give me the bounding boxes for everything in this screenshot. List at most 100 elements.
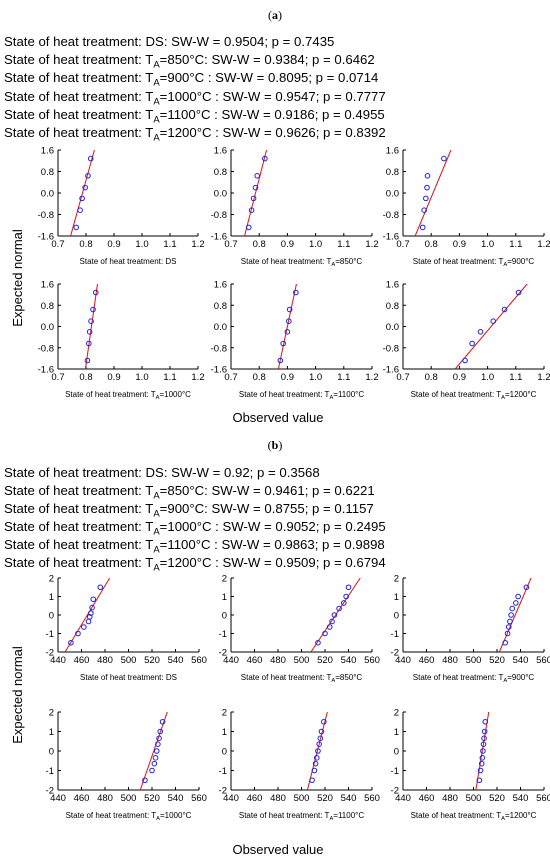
x-tick-label: 560 <box>364 655 380 666</box>
stats-line-1: State of heat treatment: DS: SW-W = 0.95… <box>4 34 334 49</box>
x-tick-label: 460 <box>247 655 263 666</box>
data-point <box>322 630 328 637</box>
data-point <box>293 289 299 296</box>
subplot-title-sub: A <box>503 678 507 684</box>
x-tick-label: 460 <box>419 793 435 804</box>
stats-line-10: State of heat treatment: TA=1000°C : SW-… <box>4 519 386 538</box>
data-point <box>85 173 91 179</box>
y-axis-title-b: Expected normal <box>10 646 25 744</box>
data-point <box>504 630 511 637</box>
x-tick-label: 0.9 <box>281 372 294 383</box>
stats-line-8-sub: A <box>153 491 160 502</box>
stats-line-10-sub: A <box>153 527 160 538</box>
data-point <box>423 195 429 202</box>
y-tick-label: 0 <box>49 611 54 622</box>
subplot-title-sub: A <box>501 816 505 822</box>
y-tick-label: 1.6 <box>214 146 227 157</box>
subplot-title-prefix: State of heat treatment: <box>411 811 497 820</box>
y-tick-label: -1 <box>46 629 54 640</box>
subplot-9: 440 460 480 500 520 540 560 2 1 0 -1 -2 State of hea… <box>391 574 550 685</box>
fit-line <box>310 578 361 652</box>
stats-line-6-suffix: =1200°C : SW-W = 0.9626; p = 0.8392 <box>160 125 386 140</box>
subplot-title-prefix: State of heat treatment: <box>80 257 166 266</box>
y-tick-label: -1.6 <box>383 365 399 376</box>
stats-line-11-suffix: =1100°C : SW-W = 0.9863; p = 0.9898 <box>160 537 385 552</box>
data-point <box>481 728 488 735</box>
data-point <box>509 605 516 612</box>
y-tick-label: -1 <box>219 766 227 777</box>
x-tick-label: 440 <box>223 655 239 666</box>
x-tick-label: 1.1 <box>163 372 176 383</box>
y-tick-label: -2 <box>219 786 227 797</box>
data-point <box>277 357 284 364</box>
y-tick-label: 1 <box>222 592 227 603</box>
subplot-title-prefix: State of heat treatment: <box>239 811 325 820</box>
data-point <box>477 329 484 335</box>
subplot-title: State of heat treatment: TA=1200°C <box>411 811 537 822</box>
data-point <box>245 224 252 231</box>
stats-line-12-sub: A <box>153 563 160 574</box>
fit-line <box>244 150 268 236</box>
subplot-title-base: T <box>326 673 331 682</box>
data-point <box>315 639 321 646</box>
x-tick-label: 1.2 <box>191 239 204 250</box>
y-tick-label: 0 <box>394 611 399 622</box>
y-tick-label: 0.0 <box>214 322 227 333</box>
data-point <box>82 184 88 191</box>
y-tick-label: 0.8 <box>41 167 54 178</box>
data-point <box>441 155 447 162</box>
x-tick-label: 1.0 <box>135 372 148 383</box>
data-point <box>75 630 81 637</box>
y-tick-label: 0.0 <box>386 322 399 333</box>
subplot-title-sub: A <box>156 816 160 822</box>
y-tick-label: -0.8 <box>383 210 399 221</box>
x-tick-label: 0.9 <box>453 372 466 383</box>
x-tick-label: 500 <box>294 655 310 666</box>
subplot-title-prefix: State of heat treatment: <box>241 673 327 682</box>
y-tick-label: 1 <box>394 592 399 603</box>
x-tick-label: 480 <box>97 655 113 666</box>
stats-line-11-sub: A <box>153 545 160 556</box>
x-tick-label: 560 <box>364 793 380 804</box>
x-tick-label: 1.2 <box>537 372 550 383</box>
data-point <box>515 289 522 296</box>
data-point <box>89 604 95 611</box>
subplot-title-suffix: =1200°C <box>505 811 537 820</box>
data-point <box>152 755 159 761</box>
subplot-title-sub: A <box>503 262 507 268</box>
x-tick-label: 1.1 <box>163 239 176 250</box>
data-point <box>479 755 486 761</box>
stats-line-5-sub: A <box>153 115 160 126</box>
x-tick-label: 500 <box>121 655 137 666</box>
data-point <box>326 624 333 630</box>
y-tick-label: -2 <box>219 648 227 659</box>
stats-line-3-sub: A <box>153 78 160 89</box>
x-tick-label: 0.8 <box>253 372 266 383</box>
x-tick-label: 480 <box>270 655 286 666</box>
subplot-title-prefix: State of heat treatment: <box>65 390 151 399</box>
data-point <box>341 600 347 606</box>
subplot-title-suffix: =900°C <box>507 673 534 682</box>
x-tick-label: 460 <box>74 655 90 666</box>
x-tick-label: 1.2 <box>365 372 378 383</box>
stats-line-7: State of heat treatment: DS: SW-W = 0.92… <box>4 465 320 480</box>
data-point <box>77 207 83 213</box>
subplot-title-base: T <box>151 390 156 399</box>
subplot-title-base: T <box>325 390 330 399</box>
x-tick-label: 1.1 <box>337 372 350 383</box>
x-tick-label: 1.0 <box>309 372 322 383</box>
data-point <box>502 639 509 646</box>
y-tick-label: 2 <box>49 574 54 585</box>
x-tick-label: 1.0 <box>135 239 148 250</box>
subplot-11: 440 460 480 500 520 540 560 2 1 0 -1 -2 State of hea… <box>219 708 380 823</box>
data-point <box>469 340 475 347</box>
y-tick-label: -1.6 <box>38 365 54 376</box>
data-point <box>477 767 484 774</box>
stats-line-7-prefix: State of heat treatment: <box>4 465 145 480</box>
fit-line <box>454 284 528 369</box>
y-tick-label: -1.6 <box>383 232 399 243</box>
y-tick-label: 0.8 <box>41 301 54 312</box>
x-tick-label: 440 <box>50 793 66 804</box>
subplot-title-base: T <box>498 673 503 682</box>
